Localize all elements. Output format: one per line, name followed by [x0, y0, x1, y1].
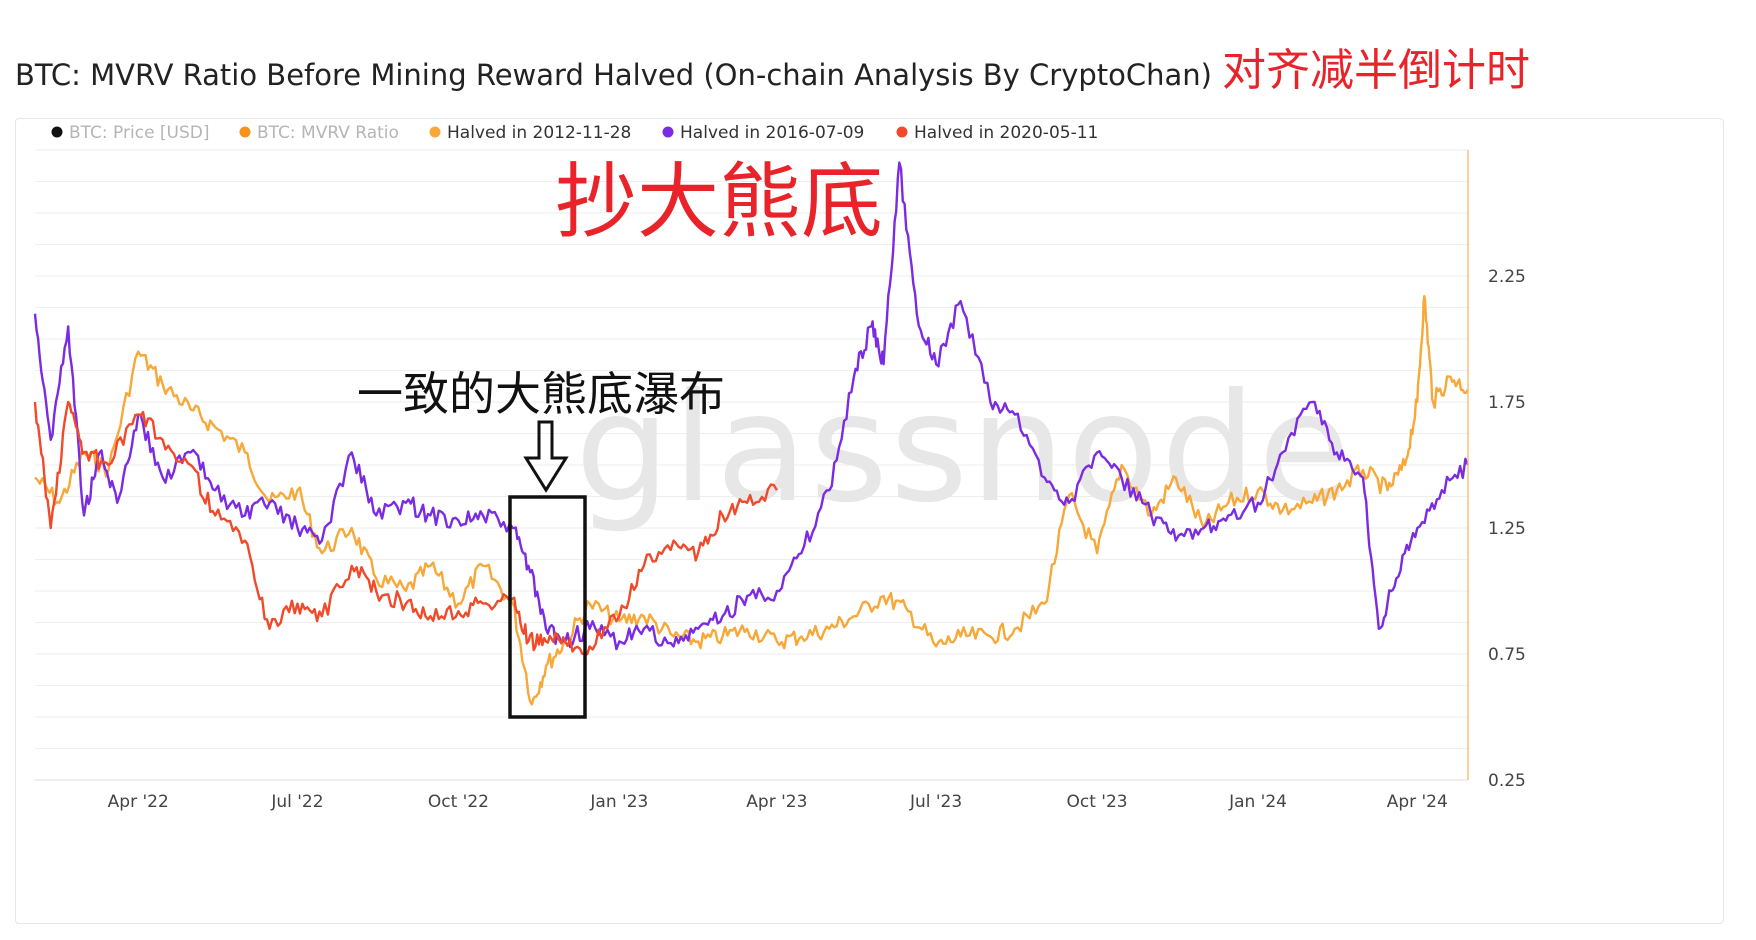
series-line-2012-11-28 — [34, 295, 1470, 706]
legend-label: Halved in 2020-05-11 — [914, 123, 1098, 143]
legend-label: BTC: Price [USD] — [69, 123, 210, 143]
x-tick-label: Apr '24 — [1387, 792, 1448, 812]
highlight-box — [508, 495, 587, 719]
annotation-waterfall: 一致的大熊底瀑布 — [357, 367, 725, 421]
series-line-2020-05-11 — [33, 400, 778, 656]
legend-item[interactable]: BTC: Price [USD] — [51, 123, 210, 143]
legend-item[interactable]: Halved in 2012-11-28 — [429, 123, 632, 143]
y-tick-label: 0.25 — [1488, 771, 1526, 791]
y-tick-label: 2.25 — [1488, 267, 1526, 287]
y-tick-label: 1.25 — [1488, 519, 1526, 539]
series-line-2016-07-09 — [33, 161, 1470, 651]
down-arrow-icon — [523, 420, 569, 493]
axis-layer: 0.25 0.75 1.25 1.75 2.25 Apr '22 Jul '22 Oct '2… — [35, 150, 1526, 812]
x-tick-label: Oct '23 — [1067, 792, 1128, 812]
y-tick-label: 0.75 — [1488, 645, 1526, 665]
x-tick-label: Jan '24 — [1228, 792, 1287, 812]
legend: BTC: Price [USD] BTC: MVRV Ratio Halved in… — [51, 123, 1099, 143]
chart-frame — [15, 118, 1724, 924]
x-tick-label: Jul '22 — [270, 792, 323, 812]
title-annotation: 对齐减半倒计时 — [1222, 45, 1531, 96]
x-tick-label: Apr '23 — [746, 792, 807, 812]
legend-dot — [51, 126, 63, 138]
legend-dot — [896, 126, 908, 138]
series-layer — [33, 161, 1470, 706]
legend-dot — [662, 126, 674, 138]
legend-dot — [429, 126, 441, 138]
y-tick-label: 1.75 — [1488, 393, 1526, 413]
x-tick-label: Oct '22 — [428, 792, 489, 812]
annotation-big-bottom: 抄大熊底 — [555, 155, 883, 250]
legend-item[interactable]: BTC: MVRV Ratio — [239, 123, 399, 143]
legend-dot — [239, 126, 251, 138]
legend-label: Halved in 2016-07-09 — [680, 123, 864, 143]
legend-label: BTC: MVRV Ratio — [257, 123, 399, 143]
x-tick-label: Jul '23 — [909, 792, 962, 812]
chart-title: BTC: MVRV Ratio Before Mining Reward Hal… — [15, 58, 1213, 92]
legend-label: Halved in 2012-11-28 — [447, 123, 631, 143]
title-row: BTC: MVRV Ratio Before Mining Reward Hal… — [15, 34, 1530, 98]
legend-item[interactable]: Halved in 2020-05-11 — [896, 123, 1099, 143]
x-tick-label: Jan '23 — [589, 792, 648, 812]
legend-item[interactable]: Halved in 2016-07-09 — [662, 123, 865, 143]
glassnode-watermark: glassnode — [575, 362, 1352, 536]
x-tick-label: Apr '22 — [108, 792, 169, 812]
